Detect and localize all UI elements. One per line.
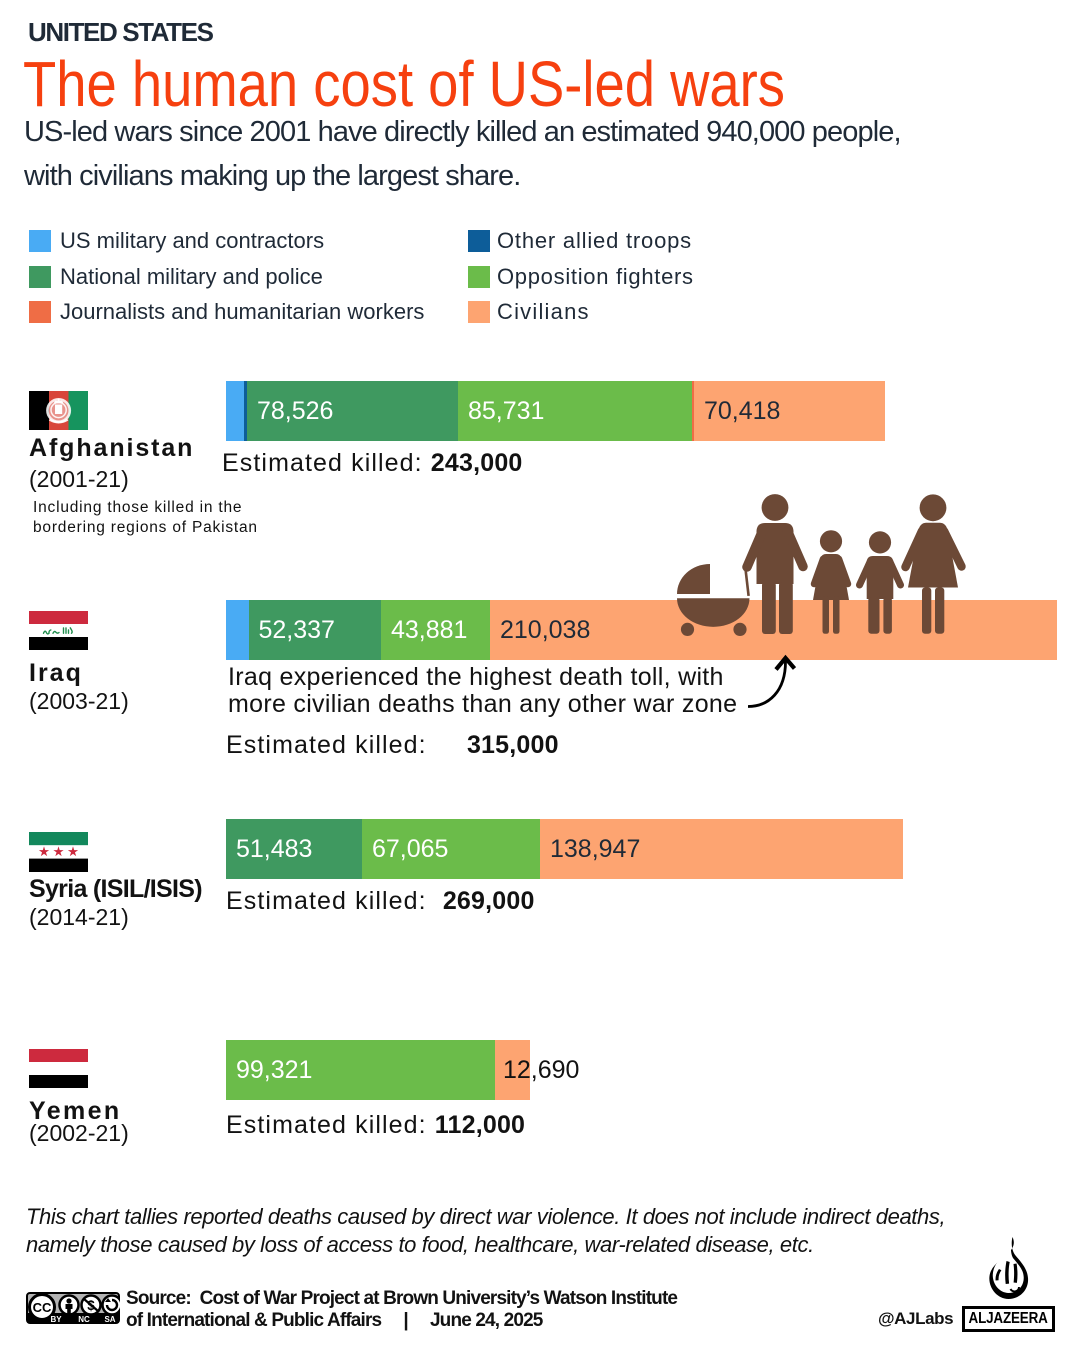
svg-text:NC: NC <box>78 1315 90 1324</box>
svg-text:SA: SA <box>104 1315 115 1324</box>
svg-text:BY: BY <box>50 1315 62 1324</box>
svg-text:CC: CC <box>33 1300 52 1315</box>
